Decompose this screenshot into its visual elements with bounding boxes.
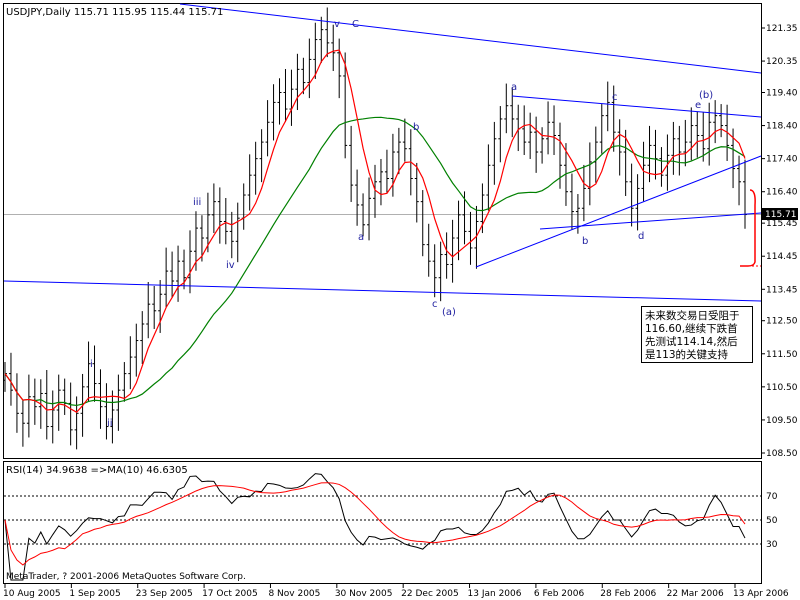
wave-labels: v C a b iii iv i ii c (a) a c e (b) b d [90, 19, 713, 429]
price-axis-label: 114.45 [766, 252, 798, 262]
price-axis-label: 117.40 [766, 155, 798, 165]
wave-label-iv: iv [226, 260, 235, 271]
wave-label-c2: c [612, 92, 618, 103]
triangle-lower-line[interactable] [475, 155, 762, 268]
wave-label-b2: b [582, 236, 588, 247]
price-axis-label: 109.50 [766, 416, 798, 426]
wave-label-e: e [695, 100, 701, 111]
date-axis-label: 10 Aug 2005 [3, 589, 61, 599]
price-box-label: 115.71 [765, 210, 797, 220]
wave-label-b-paren: (b) [699, 90, 713, 101]
price-axis-label: 112.50 [766, 317, 798, 327]
annotation-line-3: 先测试114.14,然后 [645, 335, 738, 348]
rsi-line [4, 473, 746, 581]
price-axis-label: 119.40 [766, 88, 798, 98]
price-box-bg [762, 208, 798, 220]
wave-label-c1: c [432, 299, 438, 310]
date-axis-label: 22 Dec 2005 [401, 589, 459, 599]
wave-label-C: C [352, 19, 359, 30]
price-axis-label: 121.35 [766, 24, 798, 34]
price-axis: 121.35 120.35 119.40 118.40 117.40 116.40 115.… [761, 24, 798, 459]
flat-support-line[interactable] [539, 212, 762, 230]
date-axis-label: 17 Oct 2005 [202, 589, 258, 599]
ma-slow-line [4, 116, 746, 407]
lower-channel-line[interactable] [3, 280, 762, 302]
candles-layer [3, 7, 747, 450]
ma-fast-line [4, 49, 746, 413]
wave-label-b1: b [413, 122, 419, 133]
red-bracket [740, 189, 756, 267]
date-axis-label: 23 Sep 2005 [136, 589, 193, 599]
rsi-ma-line [4, 482, 746, 566]
wave-label-a1: a [358, 232, 364, 243]
upper-channel-line[interactable] [179, 3, 762, 74]
wave-label-i: i [90, 359, 93, 370]
price-axis-label: 118.40 [766, 122, 798, 132]
date-axis-label: 13 Apr 2006 [733, 589, 789, 599]
copyright-text: MetaTrader, ? 2001-2006 MetaQuotes Softw… [6, 572, 246, 582]
rsi-panel-frame [3, 461, 762, 584]
wave-label-iii: iii [193, 197, 201, 208]
date-axis-label: 6 Feb 2006 [534, 589, 585, 599]
wave-label-d: d [638, 231, 644, 242]
price-axis-label: 113.45 [766, 285, 798, 295]
triangle-upper-line[interactable] [511, 95, 762, 118]
price-axis-label: 110.50 [766, 383, 798, 393]
date-axis-label: 28 Feb 2006 [600, 589, 656, 599]
date-axis-label: 1 Sep 2005 [69, 589, 120, 599]
price-axis-label: 115.45 [766, 219, 798, 229]
rsi-axis-label: 30 [766, 540, 778, 550]
price-axis-label: 108.50 [766, 449, 798, 459]
date-axis-label: 13 Jan 2006 [468, 589, 522, 599]
date-axis-label: 30 Nov 2005 [335, 589, 393, 599]
trendlines[interactable] [3, 3, 762, 302]
date-axis: 10 Aug 2005 1 Sep 2005 23 Sep 2005 17 Oct 2… [3, 584, 789, 599]
date-axis-label: 22 Mar 2006 [667, 589, 724, 599]
annotation-box [641, 306, 753, 363]
wave-label-ii: ii [107, 418, 113, 429]
rsi-axis: 70 50 30 [766, 492, 778, 550]
wave-label-v: v [334, 19, 340, 30]
price-axis-label: 120.35 [766, 57, 798, 67]
symbol-header: USDJPY,Daily 115.71 115.95 115.44 115.71 [6, 7, 223, 18]
rsi-axis-label: 70 [766, 492, 778, 502]
rsi-header: RSI(14) 34.9638 =>MA(10) 46.6305 [6, 465, 188, 476]
wave-label-a3: a [511, 82, 517, 93]
annotation-line-2: 116.60,继续下跌首 [645, 322, 738, 335]
annotation-line-1: 未来数交易日受阻于 [645, 309, 740, 322]
price-axis-label: 116.40 [766, 188, 798, 198]
price-axis-label: 111.50 [766, 350, 798, 360]
date-axis-label: 8 Nov 2005 [268, 589, 320, 599]
rsi-axis-label: 50 [766, 516, 778, 526]
annotation-line-4: 是113的关键支持 [645, 348, 729, 361]
wave-label-paren-a: (a) [442, 307, 456, 318]
main-panel-frame [3, 3, 762, 459]
